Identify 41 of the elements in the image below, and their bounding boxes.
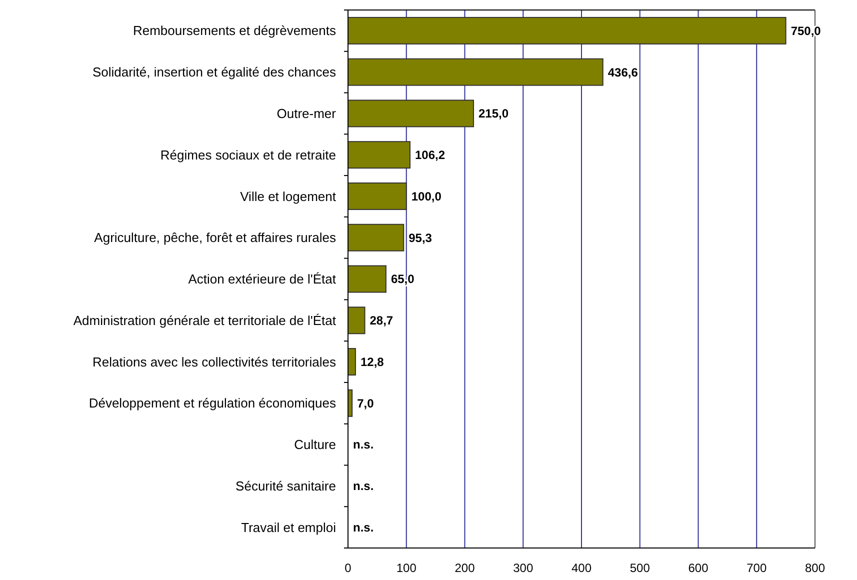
- x-tick-label: 0: [344, 561, 352, 575]
- x-tick-label: 500: [630, 561, 650, 575]
- y-tick-label: Action extérieure de l'État: [188, 272, 336, 287]
- x-tick-label: 700: [746, 561, 767, 575]
- text: n.s.: [353, 438, 374, 452]
- data-label: 28,7: [370, 314, 394, 328]
- bar: [348, 306, 366, 334]
- x-tick-label: 800: [804, 561, 826, 575]
- x-tick-label: 300: [513, 561, 534, 575]
- y-tick-label: Sécurité sanitaire: [236, 478, 336, 494]
- data-label: 7,0: [357, 396, 374, 410]
- bar: [348, 141, 410, 169]
- data-label: 215,0: [478, 106, 509, 121]
- y-tick-label: Travail et emploi: [241, 520, 336, 535]
- bar: [348, 265, 386, 293]
- data-label: 12,8: [360, 354, 384, 369]
- data-label: 436,6: [608, 65, 638, 80]
- data-label: 100,0: [411, 189, 442, 204]
- bar: [348, 58, 604, 86]
- y-tick-label: Développement et régulation économiques: [88, 396, 336, 411]
- data-label: 95,3: [408, 230, 432, 245]
- x-tick-label: 400: [571, 561, 592, 575]
- y-tick-label: Ville et logement: [240, 188, 336, 204]
- text: n.s.: [353, 520, 374, 535]
- bar: [348, 224, 404, 252]
- bar: [348, 100, 474, 128]
- x-tick-label: 600: [688, 561, 709, 575]
- text: n.s.: [353, 479, 374, 494]
- y-tick-label: Régimes sociaux et de retraite: [160, 147, 336, 162]
- y-tick-label: Relations avec les collectivités territoriales: [92, 354, 336, 370]
- y-tick-label: Administration générale et territoriale de l'État: [73, 312, 336, 328]
- y-tick-label: Solidarité, insertion et égalité des chances: [92, 64, 336, 80]
- bar: [348, 182, 407, 210]
- y-tick-label: Culture: [294, 437, 336, 452]
- x-tick-label: 200: [454, 561, 476, 575]
- y-tick-label: Remboursements et dégrèvements: [132, 23, 336, 38]
- y-tick-label: Outre-mer: [276, 106, 337, 122]
- y-tick-label: Agriculture, pêche, forêt et affaires rurales: [94, 230, 336, 246]
- x-tick-label: 100: [396, 561, 417, 575]
- data-label: 106,2: [414, 148, 446, 162]
- bar: [348, 16, 786, 44]
